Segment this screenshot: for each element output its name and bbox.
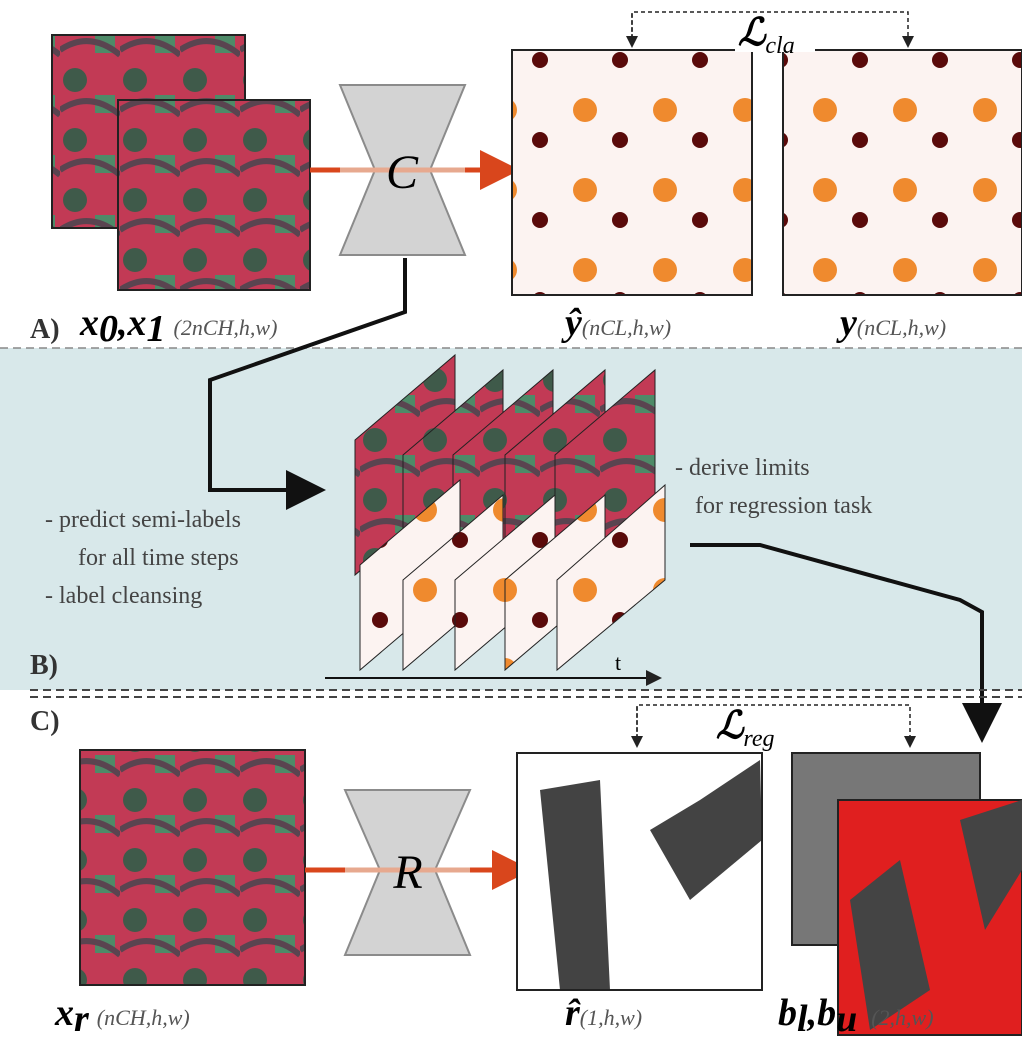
text-part: x xyxy=(79,302,99,344)
text-part: b xyxy=(817,992,836,1034)
text-part: CH xyxy=(203,315,235,340)
loss-label: ℒcla xyxy=(738,12,795,59)
network-label: C xyxy=(386,146,419,199)
image xyxy=(118,100,310,290)
text-part: , xyxy=(807,992,818,1034)
text-part: (n xyxy=(857,315,875,340)
text-part: y xyxy=(836,302,857,344)
panel-c: C) R ℒreg xr (nCH,h,w) r̂(1,h,w) bl,bu (2,… xyxy=(30,690,1022,1040)
input-label: xr (nCH,h,w) xyxy=(54,992,190,1040)
image xyxy=(783,50,1022,295)
text-part: r̂ xyxy=(565,992,581,1034)
text-part: r xyxy=(74,998,90,1040)
text-part: ,h,w) xyxy=(233,315,277,340)
note: for regression task xyxy=(695,493,872,519)
text-part: b xyxy=(778,992,797,1034)
text-part: ,h,w) xyxy=(902,315,946,340)
diagram: C ℒcla A) x0,x1(2nCH,h,w) ŷ(nCL,h,w) y(n… xyxy=(0,0,1022,1041)
panel-a: C ℒcla A) x0,x1(2nCH,h,w) ŷ(nCL,h,w) y(n… xyxy=(30,12,1022,350)
text-part: CL xyxy=(875,315,902,340)
text-part: 0 xyxy=(99,308,118,350)
text-part: , xyxy=(117,302,128,344)
text-part: reg xyxy=(743,726,774,752)
text-part: ŷ xyxy=(561,302,582,344)
text-part: (n xyxy=(97,1005,115,1030)
note: - label cleansing xyxy=(45,583,202,609)
text-part: (2,h,w) xyxy=(871,1005,933,1030)
panel-label: B) xyxy=(30,650,58,681)
panel-label: C) xyxy=(30,706,60,737)
text-part: 1 xyxy=(147,308,166,350)
network-label: R xyxy=(392,846,422,899)
time-label: t xyxy=(615,650,621,675)
image xyxy=(512,50,752,295)
text-part: CL xyxy=(600,315,627,340)
text-part: ℒ xyxy=(738,12,767,54)
text-part: CH xyxy=(115,1005,147,1030)
text-part: x xyxy=(54,992,74,1034)
prediction-label: ŷ(nCL,h,w) xyxy=(561,302,671,344)
text-part: cla xyxy=(765,33,794,59)
prediction-label: r̂(1,h,w) xyxy=(565,992,642,1034)
text-part: ,h,w) xyxy=(146,1005,190,1030)
text-part: (1,h,w) xyxy=(580,1005,642,1030)
text-part: u xyxy=(836,998,857,1040)
text-part: ,h,w) xyxy=(627,315,671,340)
text-part: ℒ xyxy=(716,705,745,747)
text-part: (2n xyxy=(174,315,203,340)
note: - derive limits xyxy=(675,455,810,481)
text-part: (n xyxy=(582,315,600,340)
image xyxy=(80,750,305,985)
note: - predict semi-labels xyxy=(45,507,241,533)
note: for all time steps xyxy=(78,545,239,571)
text-part: l xyxy=(797,998,808,1040)
text-part: x xyxy=(127,302,147,344)
target-label: y(nCL,h,w) xyxy=(836,302,946,344)
panel-label: A) xyxy=(30,314,60,345)
input-label: x0,x1(2nCH,h,w) xyxy=(79,302,277,350)
